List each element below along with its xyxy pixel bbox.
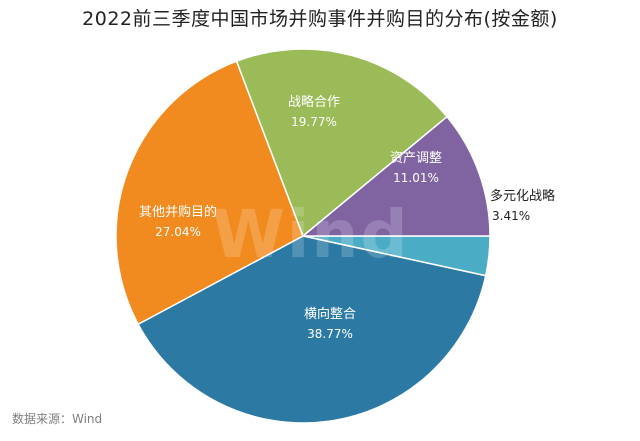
slice-value-label: 38.77% [307,327,353,341]
data-source-note: 数据来源：Wind [12,412,103,426]
slice-value-label: 3.41% [492,209,530,223]
pie-slice [235,48,449,238]
watermark-logo: Wind [212,196,410,273]
slice-label: 其他并购目的 [139,204,217,220]
pie-slice [137,235,487,424]
slice-label: 多元化战略 [490,188,555,204]
slice-label: 资产调整 [390,151,442,166]
slice-label: 横向整合 [304,306,356,322]
pie-slice [115,60,304,326]
slice-value-label: 11.01% [393,171,439,185]
slice-label: 战略合作 [288,94,340,110]
slice-value-label: 27.04% [155,225,201,239]
slice-value-label: 19.77% [291,115,337,129]
pie-slice [300,115,491,237]
chart-title: 2022前三季度中国市场并购事件并购目的分布(按金额) [82,8,558,30]
